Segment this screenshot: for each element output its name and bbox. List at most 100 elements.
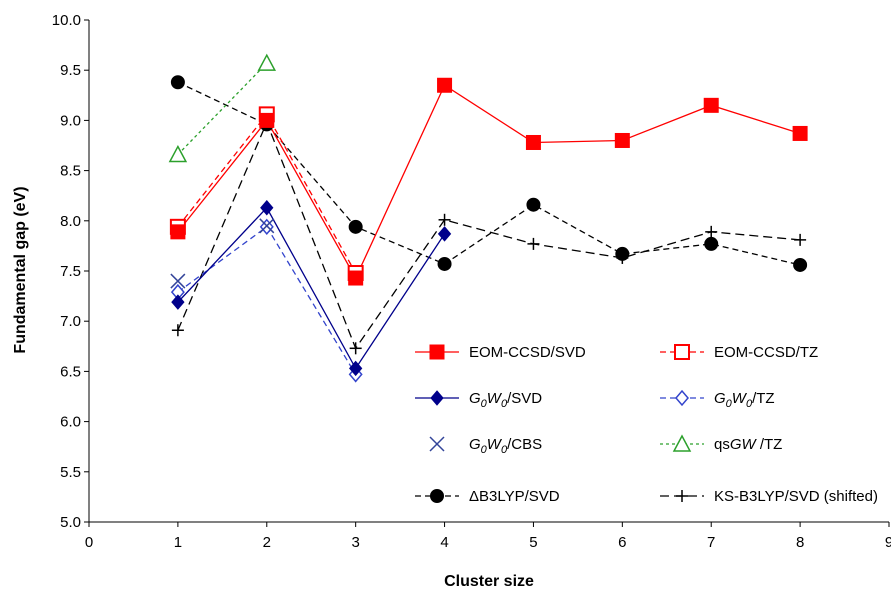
marker-ksb3lyp_svd xyxy=(794,233,807,246)
y-tick-label: 6.0 xyxy=(60,414,81,431)
marker-ksb3lyp_svd xyxy=(349,342,362,355)
series-line-ksb3lyp_svd xyxy=(177,120,801,350)
legend-label: qsGW /TZ xyxy=(714,436,782,453)
y-tick-label: 7.0 xyxy=(60,313,81,330)
x-marker-stroke xyxy=(429,436,445,452)
marker-db3lyp_svd xyxy=(704,236,719,251)
legend-label: EOM-CCSD/TZ xyxy=(714,344,818,361)
legend-marker xyxy=(429,344,445,360)
legend-marker xyxy=(430,390,444,406)
axes: 5.0 5.5 6.0 6.5 7.0 7.5 8.0 8.5 9.0 9.5 10.0 0 1 2 3 4 5… xyxy=(52,12,891,551)
legend-item-g0w0_svd: G0W0/SVD xyxy=(415,390,542,410)
marker-db3lyp_svd xyxy=(170,75,185,90)
legend-label: G0W0/CBS xyxy=(469,436,542,456)
x-tick-label: 6 xyxy=(618,534,626,551)
legend-label-part: /TZ xyxy=(756,436,783,453)
marker-eom_svd xyxy=(437,77,453,93)
series-line-eom_svd xyxy=(177,84,801,280)
x-tick-label: 5 xyxy=(529,534,537,551)
marker-g0w0_cbs xyxy=(259,218,275,234)
marker-ksb3lyp_svd xyxy=(438,213,451,226)
marker-eom_svd xyxy=(170,224,186,240)
legend-label-part: /CBS xyxy=(507,436,542,453)
legend-item-eom_tz: EOM-CCSD/TZ xyxy=(660,344,818,361)
y-tick-label: 7.5 xyxy=(60,263,81,280)
legend-label-part: 0 xyxy=(726,398,733,410)
legend-label-part: GW xyxy=(730,436,758,453)
legend-label-part: G xyxy=(469,436,481,453)
x-tick-label: 2 xyxy=(263,534,271,551)
x-tick-label: 7 xyxy=(707,534,715,551)
y-tick-label: 9.0 xyxy=(60,112,81,129)
marker-qsgw_tz xyxy=(257,53,277,71)
marker-db3lyp_svd xyxy=(526,197,541,212)
marker-eom_svd xyxy=(614,132,630,148)
marker-g0w0_svd xyxy=(260,199,274,216)
legend-label: EOM-CCSD/SVD xyxy=(469,344,586,361)
y-tick-label: 6.5 xyxy=(60,363,81,380)
legend-marker xyxy=(672,434,692,452)
marker-ksb3lyp_svd xyxy=(171,324,184,337)
legend-item-g0w0_cbs: G0W0/CBS xyxy=(429,436,542,456)
legend-marker xyxy=(676,490,688,502)
marker-db3lyp_svd xyxy=(348,219,363,234)
marker-eom_svd xyxy=(348,270,364,286)
marker-db3lyp_svd xyxy=(793,257,808,272)
marker-eom_svd xyxy=(792,125,808,141)
legend-label-part: 0 xyxy=(481,444,488,456)
y-axis-title: Fundamental gap (eV) xyxy=(12,186,29,353)
x-tick-label: 9 xyxy=(885,534,891,551)
marker-g0w0_svd xyxy=(171,294,185,310)
marker-qsgw_tz xyxy=(168,144,188,163)
legend-label: KS-B3LYP/SVD (shifted) xyxy=(714,488,878,505)
marker-eom_svd xyxy=(703,97,719,113)
marker-eom_svd xyxy=(525,134,541,150)
series-line-g0w0_tz xyxy=(177,225,357,375)
legend-marker xyxy=(674,344,690,360)
legend-label: G0W0/TZ xyxy=(714,390,775,410)
series-line-qsgw_tz xyxy=(177,62,268,155)
legend-marker xyxy=(429,436,445,452)
legend-item-eom_svd: EOM-CCSD/SVD xyxy=(415,344,586,361)
x-tick-label: 0 xyxy=(85,534,93,551)
legend-item-qsgw_tz: qsGW /TZ xyxy=(660,434,782,453)
x-tick-label: 8 xyxy=(796,534,804,551)
marker-eom_svd xyxy=(259,112,275,128)
legend-label-part: W xyxy=(487,390,503,407)
legend-label: G0W0/SVD xyxy=(469,390,542,410)
marker-ksb3lyp_svd xyxy=(527,237,540,250)
marker-ksb3lyp_svd xyxy=(705,225,718,238)
series-line-g0w0_svd xyxy=(177,206,446,370)
y-tick-label: 9.5 xyxy=(60,62,81,79)
legend-label-part: /TZ xyxy=(752,390,775,407)
x-marker-stroke xyxy=(259,218,275,234)
legend-label-part: 0 xyxy=(501,444,508,456)
x-tick-label: 1 xyxy=(174,534,182,551)
marker-g0w0_svd xyxy=(349,360,363,377)
y-tick-label: 8.0 xyxy=(60,213,81,230)
y-tick-label: 8.5 xyxy=(60,163,81,180)
legend-item-g0w0_tz: G0W0/TZ xyxy=(660,389,775,410)
x-axis-title: Cluster size xyxy=(444,573,534,590)
legend-label-part: 0 xyxy=(746,398,753,410)
legend-label-part: /SVD xyxy=(507,390,542,407)
legend-item-ksb3lyp_svd: KS-B3LYP/SVD (shifted) xyxy=(660,488,878,505)
legend-label-part: qs xyxy=(714,436,730,453)
marker-db3lyp_svd xyxy=(615,246,630,261)
x-marker-stroke xyxy=(170,273,186,289)
y-tick-label: 10.0 xyxy=(52,12,81,29)
legend-label: ΔB3LYP/SVD xyxy=(469,488,560,505)
marker-g0w0_svd xyxy=(437,226,452,242)
series-markers xyxy=(168,53,808,383)
legend-label-part: G xyxy=(469,390,481,407)
legend-label-part: 0 xyxy=(481,398,488,410)
x-tick-label: 4 xyxy=(440,534,448,551)
x-tick-label: 3 xyxy=(351,534,359,551)
legend-label-part: W xyxy=(732,390,748,407)
y-tick-label: 5.0 xyxy=(60,514,81,531)
legend-label-part: 0 xyxy=(501,398,508,410)
marker-g0w0_cbs xyxy=(170,273,186,289)
legend-item-db3lyp_svd: ΔB3LYP/SVD xyxy=(415,488,560,505)
